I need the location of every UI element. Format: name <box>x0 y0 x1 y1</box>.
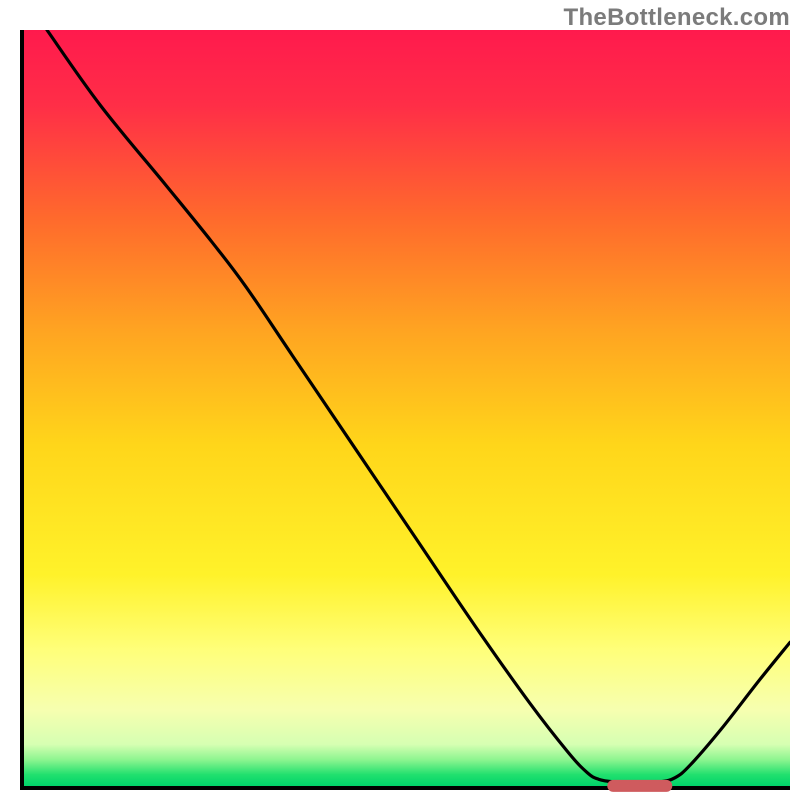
chart-container: TheBottleneck.com <box>0 0 800 800</box>
curve-layer <box>24 30 790 786</box>
plot-area <box>20 30 790 790</box>
curve-path <box>47 30 790 783</box>
optimum-marker <box>607 780 672 792</box>
watermark-text: TheBottleneck.com <box>564 4 790 32</box>
